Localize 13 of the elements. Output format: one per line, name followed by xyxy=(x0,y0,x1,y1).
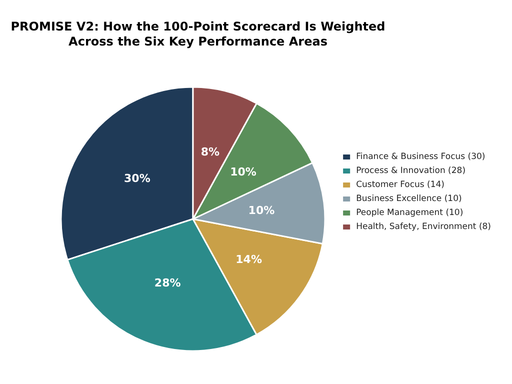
data-label: 8% xyxy=(200,146,220,159)
legend-label: Process & Innovation (28) xyxy=(356,166,466,176)
chart-title: PROMISE V2: How the 100-Point Scorecard Is Weighted Across the Six Key Performance Areas xyxy=(10,20,386,48)
legend-label: Health, Safety, Environment (8) xyxy=(356,222,492,232)
data-label: 10% xyxy=(248,204,275,217)
data-label: 10% xyxy=(230,165,256,178)
legend-label: Business Excellence (10) xyxy=(356,194,462,204)
data-label: 28% xyxy=(154,276,181,290)
data-label: 30% xyxy=(124,172,150,185)
legend-label: Finance & Business Focus (30) xyxy=(356,152,486,162)
legend-label: Customer Focus (14) xyxy=(356,180,444,190)
legend-label: People Management (10) xyxy=(356,208,464,218)
data-label: 14% xyxy=(236,253,262,266)
